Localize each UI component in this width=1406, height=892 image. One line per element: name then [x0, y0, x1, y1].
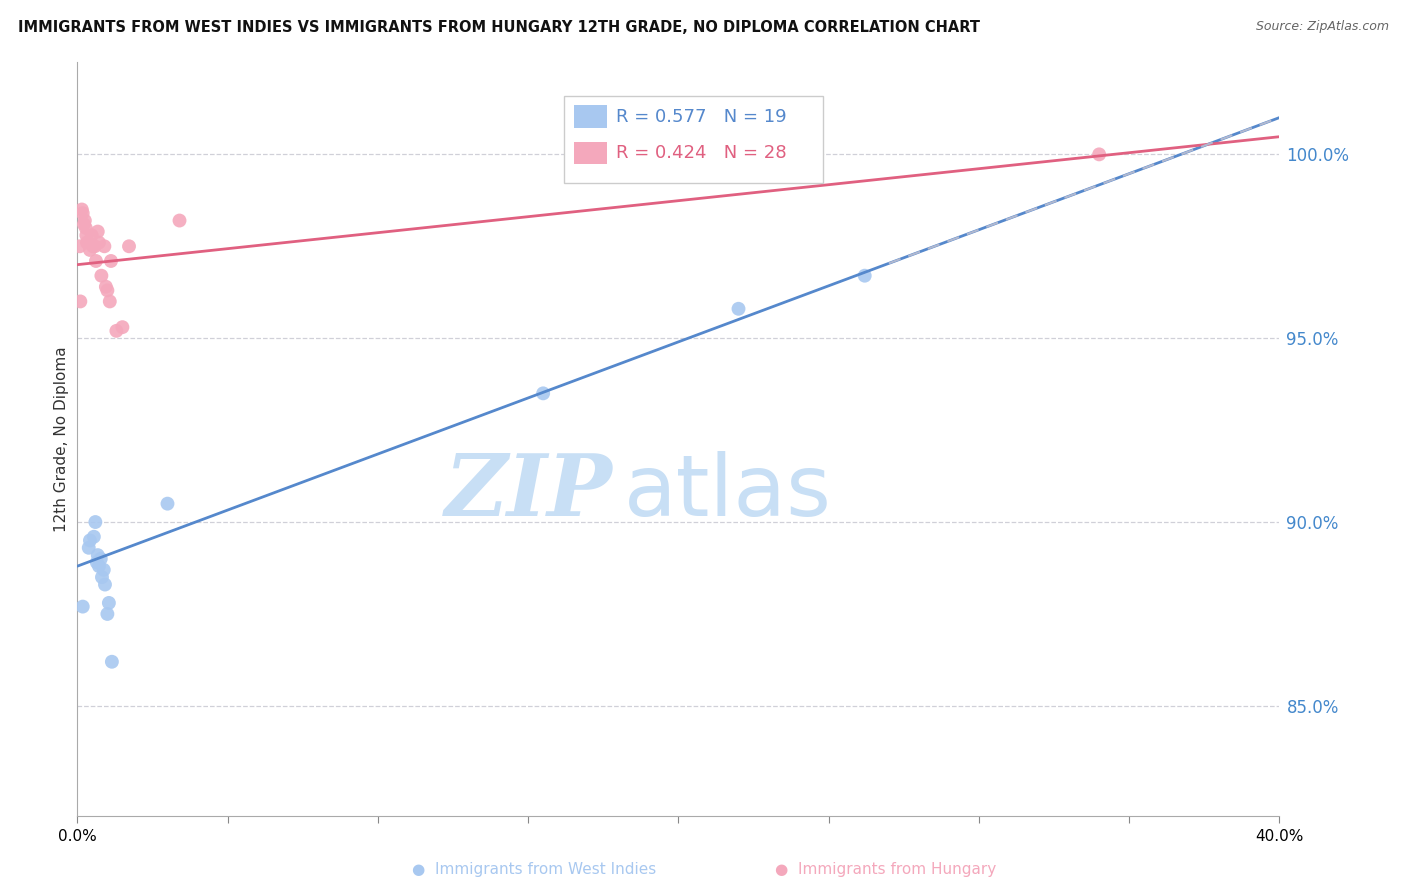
Point	[75, 228, 97, 243]
Point	[87, 235, 110, 250]
Point	[87, 559, 110, 574]
Point	[100, 254, 122, 268]
Point	[1088, 147, 1111, 161]
Point	[77, 541, 100, 555]
Text: R = 0.424   N = 28: R = 0.424 N = 28	[616, 144, 786, 161]
Point	[105, 324, 128, 338]
Point	[86, 556, 108, 570]
Point	[69, 239, 91, 253]
Point	[853, 268, 876, 283]
Point	[73, 217, 96, 231]
Point	[96, 607, 118, 621]
Point	[83, 530, 105, 544]
Y-axis label: 12th Grade, No Diploma: 12th Grade, No Diploma	[53, 346, 69, 533]
Text: R = 0.577   N = 19: R = 0.577 N = 19	[616, 108, 786, 126]
Point	[94, 577, 117, 591]
Point	[82, 239, 104, 253]
Point	[169, 213, 191, 227]
Point	[75, 220, 97, 235]
Point	[77, 235, 100, 250]
Point	[87, 225, 110, 239]
Point	[118, 239, 141, 253]
Text: ZIP: ZIP	[444, 450, 612, 533]
Point	[727, 301, 749, 316]
Point	[90, 268, 112, 283]
Bar	[574, 105, 607, 128]
Point	[83, 239, 105, 253]
Point	[87, 548, 110, 562]
Point	[84, 515, 107, 529]
Point	[156, 497, 179, 511]
Point	[93, 563, 115, 577]
Point	[76, 235, 98, 250]
Text: IMMIGRANTS FROM WEST INDIES VS IMMIGRANTS FROM HUNGARY 12TH GRADE, NO DIPLOMA CO: IMMIGRANTS FROM WEST INDIES VS IMMIGRANT…	[18, 20, 980, 35]
Point	[94, 279, 117, 293]
Point	[93, 239, 115, 253]
Point	[69, 294, 91, 309]
Point	[101, 655, 124, 669]
Point	[80, 228, 103, 243]
Point	[111, 320, 134, 334]
Point	[531, 386, 554, 401]
Bar	[574, 142, 607, 164]
Text: ●  Immigrants from West Indies: ● Immigrants from West Indies	[412, 863, 657, 877]
Point	[73, 213, 96, 227]
Point	[72, 206, 94, 220]
Point	[90, 551, 112, 566]
Point	[96, 284, 118, 298]
Point	[79, 533, 101, 548]
Text: Source: ZipAtlas.com: Source: ZipAtlas.com	[1256, 20, 1389, 33]
Point	[72, 599, 94, 614]
Text: ●  Immigrants from Hungary: ● Immigrants from Hungary	[775, 863, 997, 877]
Point	[84, 254, 107, 268]
Bar	[564, 96, 823, 183]
Point	[98, 294, 121, 309]
Point	[70, 202, 93, 217]
Point	[97, 596, 120, 610]
Point	[79, 243, 101, 257]
Point	[91, 570, 114, 584]
Text: atlas: atlas	[624, 450, 832, 533]
